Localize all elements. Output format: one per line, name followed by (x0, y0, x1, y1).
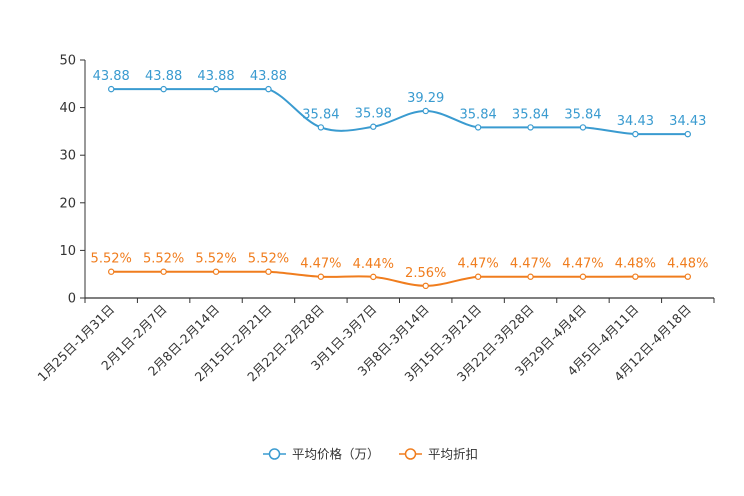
data-label: 35.84 (564, 107, 601, 122)
data-label: 5.52% (91, 252, 132, 267)
y-tick-label: 40 (59, 101, 76, 116)
y-tick-label: 20 (59, 196, 76, 211)
data-point[interactable] (160, 268, 167, 275)
data-point[interactable] (265, 268, 272, 275)
data-label: 34.43 (617, 114, 654, 129)
data-label: 4.47% (510, 257, 551, 272)
data-point[interactable] (160, 85, 167, 93)
data-label: 43.88 (197, 69, 234, 84)
data-point[interactable] (370, 273, 377, 281)
data-point[interactable] (527, 124, 534, 131)
data-label: 4.47% (457, 257, 498, 272)
data-point[interactable] (632, 273, 639, 280)
data-label: 4.44% (353, 257, 394, 272)
data-label: 35.84 (302, 107, 339, 122)
legend: 平均价格（万） 平均折扣 (263, 447, 478, 462)
data-label: 43.88 (93, 69, 130, 84)
legend-item-2[interactable]: 平均折扣 (399, 447, 478, 462)
legend-item-1[interactable]: 平均价格（万） (263, 447, 380, 462)
data-point[interactable] (684, 130, 691, 138)
data-point[interactable] (632, 130, 639, 138)
data-point[interactable] (212, 268, 220, 275)
y-tick-label: 10 (59, 244, 76, 259)
data-label: 35.84 (460, 107, 497, 122)
data-label: 4.48% (667, 257, 708, 272)
data-label: 2.56% (405, 266, 446, 281)
legend-label: 平均折扣 (428, 447, 478, 462)
data-point[interactable] (370, 123, 377, 130)
legend-swatch-marker (404, 448, 417, 460)
data-label: 4.48% (615, 257, 656, 272)
data-point[interactable] (474, 273, 482, 280)
x-axis-ticks: 1月25日-1月31日2月1日-2月7日2月8日-2月14日2月15日-2月21… (34, 298, 715, 385)
data-label: 5.52% (143, 252, 184, 267)
data-label: 5.52% (248, 252, 289, 267)
data-label: 39.29 (407, 91, 444, 106)
y-tick-label: 30 (59, 149, 76, 164)
series-layer: 43.88 43.88 43.88 43.88 35.84 35.98 39.29 35.84… (91, 69, 708, 290)
data-point[interactable] (684, 273, 691, 280)
data-label: 35.98 (355, 107, 392, 122)
data-point[interactable] (474, 124, 482, 131)
y-tick-label: 50 (59, 54, 76, 69)
data-point[interactable] (579, 273, 587, 280)
data-point[interactable] (422, 107, 429, 115)
y-tick-label: 0 (68, 292, 76, 307)
data-label: 34.43 (669, 114, 706, 129)
data-point[interactable] (317, 273, 325, 280)
series-1: 43.88 43.88 43.88 43.88 35.84 35.98 39.29 35.84… (93, 69, 706, 138)
data-point[interactable] (579, 124, 587, 131)
data-point[interactable] (108, 268, 115, 275)
data-point[interactable] (527, 273, 534, 280)
x-tick-label: 1月25日-1月31日 (34, 302, 117, 385)
data-point[interactable] (317, 124, 325, 131)
series-2: 5.52% 5.52% 5.52% 5.52% 4.47% 4.44% 2.56% 4.47%… (91, 252, 708, 290)
y-axis-ticks: 0 10 20 30 40 50 (59, 54, 85, 307)
data-point[interactable] (212, 85, 220, 93)
data-point[interactable] (422, 282, 429, 290)
data-label: 35.84 (512, 107, 549, 122)
data-label: 4.47% (562, 257, 603, 272)
data-label: 43.88 (145, 69, 182, 84)
series-line (111, 88, 688, 136)
series-line (111, 270, 688, 287)
data-point[interactable] (108, 85, 115, 93)
legend-label: 平均价格（万） (292, 447, 380, 462)
data-point[interactable] (265, 85, 272, 93)
data-label: 5.52% (195, 252, 236, 267)
data-label: 4.47% (300, 257, 341, 272)
data-label: 43.88 (250, 69, 287, 84)
legend-swatch-marker (268, 448, 281, 460)
